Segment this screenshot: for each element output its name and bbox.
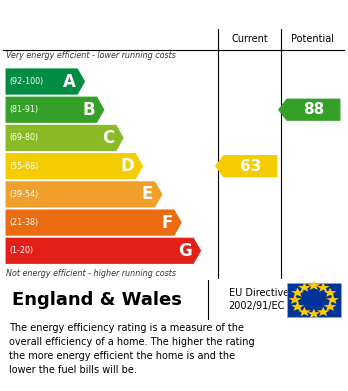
Polygon shape — [215, 155, 277, 177]
Polygon shape — [298, 283, 311, 292]
Text: A: A — [63, 72, 76, 91]
Text: Very energy efficient - lower running costs: Very energy efficient - lower running co… — [6, 51, 176, 60]
Text: F: F — [161, 213, 173, 231]
Polygon shape — [288, 295, 302, 304]
Text: (1-20): (1-20) — [10, 246, 34, 255]
Text: EU Directive
2002/91/EC: EU Directive 2002/91/EC — [229, 288, 289, 312]
Polygon shape — [291, 288, 304, 297]
Text: (92-100): (92-100) — [10, 77, 44, 86]
Text: Current: Current — [231, 34, 268, 44]
Polygon shape — [6, 97, 104, 123]
Text: (69-80): (69-80) — [10, 133, 39, 142]
Text: 63: 63 — [240, 159, 261, 174]
Text: D: D — [120, 157, 134, 175]
Text: (55-68): (55-68) — [10, 161, 39, 170]
Text: England & Wales: England & Wales — [12, 291, 182, 309]
Polygon shape — [6, 210, 182, 236]
Text: (21-38): (21-38) — [10, 218, 39, 227]
Polygon shape — [6, 68, 85, 95]
Text: The energy efficiency rating is a measure of the
overall efficiency of a home. T: The energy efficiency rating is a measur… — [9, 323, 254, 375]
Polygon shape — [317, 283, 330, 292]
Text: Not energy efficient - higher running costs: Not energy efficient - higher running co… — [6, 269, 176, 278]
Polygon shape — [6, 153, 143, 179]
Text: 88: 88 — [303, 102, 324, 117]
Polygon shape — [307, 309, 320, 318]
Text: C: C — [102, 129, 114, 147]
Text: (81-91): (81-91) — [10, 105, 39, 114]
Text: Energy Efficiency Rating: Energy Efficiency Rating — [12, 5, 234, 20]
Polygon shape — [324, 288, 337, 297]
Polygon shape — [298, 307, 311, 316]
FancyBboxPatch shape — [286, 283, 341, 317]
Polygon shape — [307, 281, 320, 290]
Polygon shape — [291, 302, 304, 311]
Text: G: G — [178, 242, 192, 260]
Polygon shape — [6, 181, 163, 208]
Text: B: B — [82, 101, 95, 119]
Polygon shape — [6, 238, 201, 264]
Text: (39-54): (39-54) — [10, 190, 39, 199]
Text: Potential: Potential — [292, 34, 334, 44]
Polygon shape — [278, 99, 340, 121]
Polygon shape — [326, 295, 339, 304]
Polygon shape — [6, 125, 124, 151]
Text: E: E — [142, 185, 153, 203]
Polygon shape — [317, 307, 330, 316]
Polygon shape — [324, 302, 337, 311]
